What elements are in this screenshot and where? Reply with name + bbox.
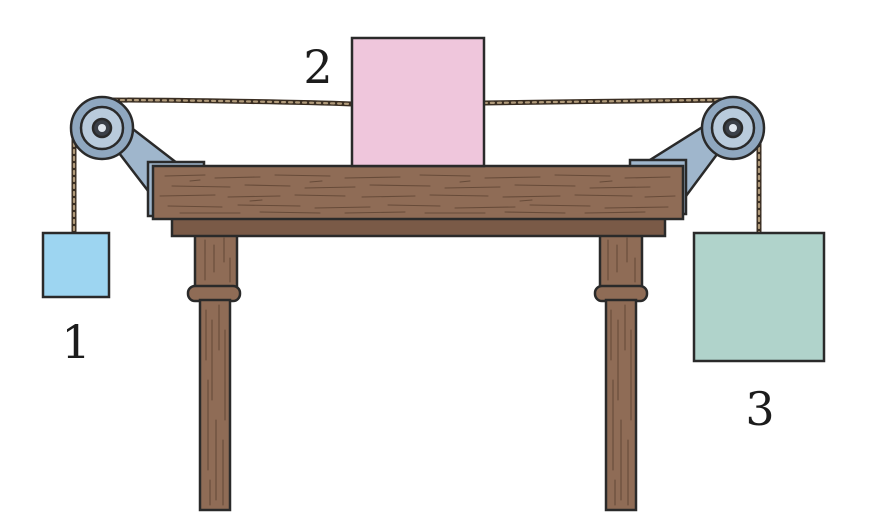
table-leg-right [593,231,649,512]
pulley-right-hub [729,124,737,132]
block-1 [41,231,111,299]
tabletop-slab [151,164,685,221]
rope-top-right [481,97,737,106]
tabletop-grain [159,174,676,214]
table-leg-left [186,231,242,512]
block-2 [350,36,486,168]
leg-right-grain [607,237,636,506]
block-3-label: 3 [745,382,774,436]
pulley-left-hub [98,124,106,132]
leg-left-grain [204,237,231,506]
block-1-label: 1 [61,315,90,369]
table-apron [170,216,667,238]
leg-right-upper [598,231,644,293]
tabletop [151,164,685,221]
block-2-label: 2 [303,40,332,94]
rope-top-left [97,97,355,107]
leg-left-upper [193,231,239,293]
block-3 [692,231,826,363]
